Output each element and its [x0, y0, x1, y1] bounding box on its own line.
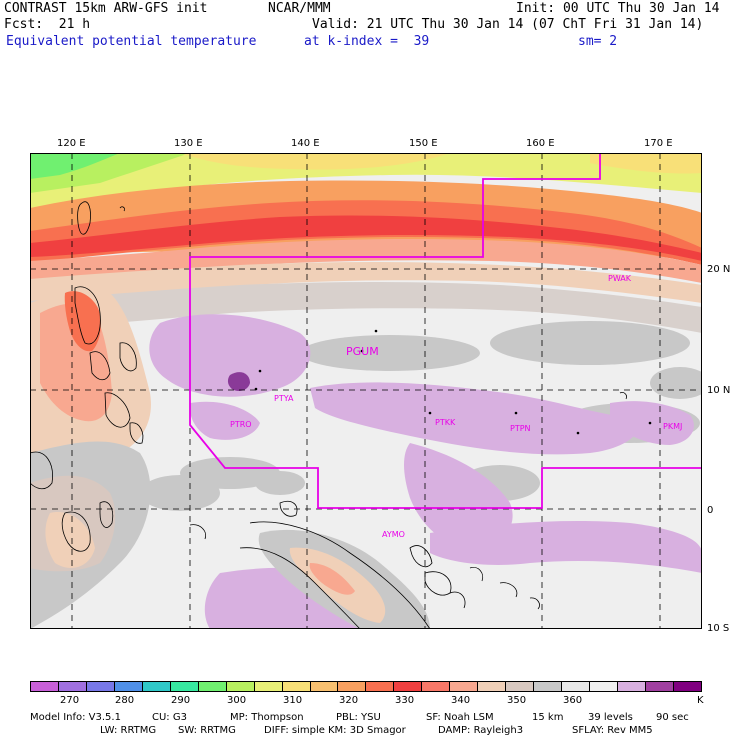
station-label-pgum: PGUM [346, 345, 379, 358]
lon-label-170: 170 E [644, 138, 673, 149]
footer-sw: SW: RRTMG [178, 725, 236, 736]
colorbar-swatch [282, 682, 311, 691]
lon-label-130: 130 E [174, 138, 203, 149]
colorbar-swatch [562, 682, 591, 691]
station-label-ptya: PTYA [274, 394, 294, 403]
colorbar-swatch [478, 682, 507, 691]
colorbar-swatch [114, 682, 143, 691]
lon-label-150: 150 E [409, 138, 438, 149]
smoothing-label: sm= 2 [578, 34, 618, 49]
footer-timestep: 90 sec [656, 712, 689, 723]
lat-label-20n: 20 N [707, 264, 731, 275]
lon-label-120: 120 E [57, 138, 86, 149]
footer-mp: MP: Thompson [230, 712, 304, 723]
colorbar-label-340: 340 [451, 695, 471, 706]
colorbar-label-280: 280 [115, 695, 135, 706]
footer-cu: CU: G3 [152, 712, 187, 723]
colorbar-swatch [394, 682, 423, 691]
footer-damp: DAMP: Rayleigh3 [438, 725, 524, 736]
footer-sf: SF: Noah LSM [426, 712, 494, 723]
colorbar-label-310: 310 [283, 695, 303, 706]
colorbar-swatch [450, 682, 479, 691]
station-label-aymo: AYMO [382, 530, 405, 539]
colorbar-swatch [226, 682, 255, 691]
station-label-pwak: PWAK [608, 274, 632, 283]
colorbar-swatch [422, 682, 451, 691]
footer-levels: 39 levels [588, 712, 633, 723]
field-name: Equivalent potential temperature [6, 34, 257, 49]
colorbar-label-350: 350 [507, 695, 527, 706]
colorbar-swatch [58, 682, 87, 691]
init-time: Init: 00 UTC Thu 30 Jan 14 [516, 1, 720, 16]
station-label-ptpn: PTPN [510, 424, 531, 433]
colorbar-swatch [86, 682, 115, 691]
lat-label-0: 0 [707, 505, 714, 516]
colorbar-swatch [673, 682, 701, 691]
footer-diff: DIFF: simple [264, 725, 325, 736]
colorbar-label-290: 290 [171, 695, 191, 706]
footer-pbl: PBL: YSU [336, 712, 381, 723]
footer-km: KM: 3D Smagor [328, 725, 406, 736]
station-label-ptro: PTRO [230, 420, 252, 429]
lon-label-160: 160 E [526, 138, 555, 149]
colorbar-swatch [198, 682, 227, 691]
colorbar-swatch [310, 682, 339, 691]
lat-label-10n: 10 N [707, 385, 731, 396]
colorbar-swatch [506, 682, 535, 691]
colorbar-swatch [645, 682, 674, 691]
lat-label-10s: 10 S [707, 623, 730, 634]
valid-time: Valid: 21 UTC Thu 30 Jan 14 (07 ChT Fri … [312, 17, 704, 32]
footer-sflay: SFLAY: Rev MM5 [572, 725, 653, 736]
colorbar [30, 681, 702, 692]
footer-resolution: 15 km [532, 712, 564, 723]
level-label: at k-index = 39 [304, 34, 430, 49]
colorbar-swatch [142, 682, 171, 691]
colorbar-swatch [31, 682, 59, 691]
colorbar-label-320: 320 [339, 695, 359, 706]
footer-lw: LW: RRTMG [100, 725, 157, 736]
colorbar-swatch [366, 682, 395, 691]
org-label: NCAR/MMM [268, 1, 331, 16]
colorbar-swatch [534, 682, 563, 691]
footer-model-info: Model Info: V3.5.1 [30, 712, 121, 723]
colorbar-label-300: 300 [227, 695, 247, 706]
model-title: CONTRAST 15km ARW-GFS init [4, 1, 208, 16]
lon-label-140: 140 E [291, 138, 320, 149]
forecast-hour: Fcst: 21 h [4, 17, 91, 32]
colorbar-swatch [170, 682, 199, 691]
colorbar-swatch [338, 682, 367, 691]
colorbar-swatch [590, 682, 619, 691]
colorbar-label-330: 330 [395, 695, 415, 706]
colorbar-label-270: 270 [60, 695, 80, 706]
colorbar-swatch [254, 682, 283, 691]
station-label-pkmj: PKMJ [663, 422, 682, 431]
colorbar-label-360: 360 [563, 695, 583, 706]
colorbar-units: K [697, 695, 704, 706]
colorbar-swatch [618, 682, 646, 691]
station-label-ptkk: PTKK [435, 418, 456, 427]
map-panel: PGUM PTYA PTRO PTKK PTPN PKMJ PWAK AYMO [30, 153, 702, 629]
